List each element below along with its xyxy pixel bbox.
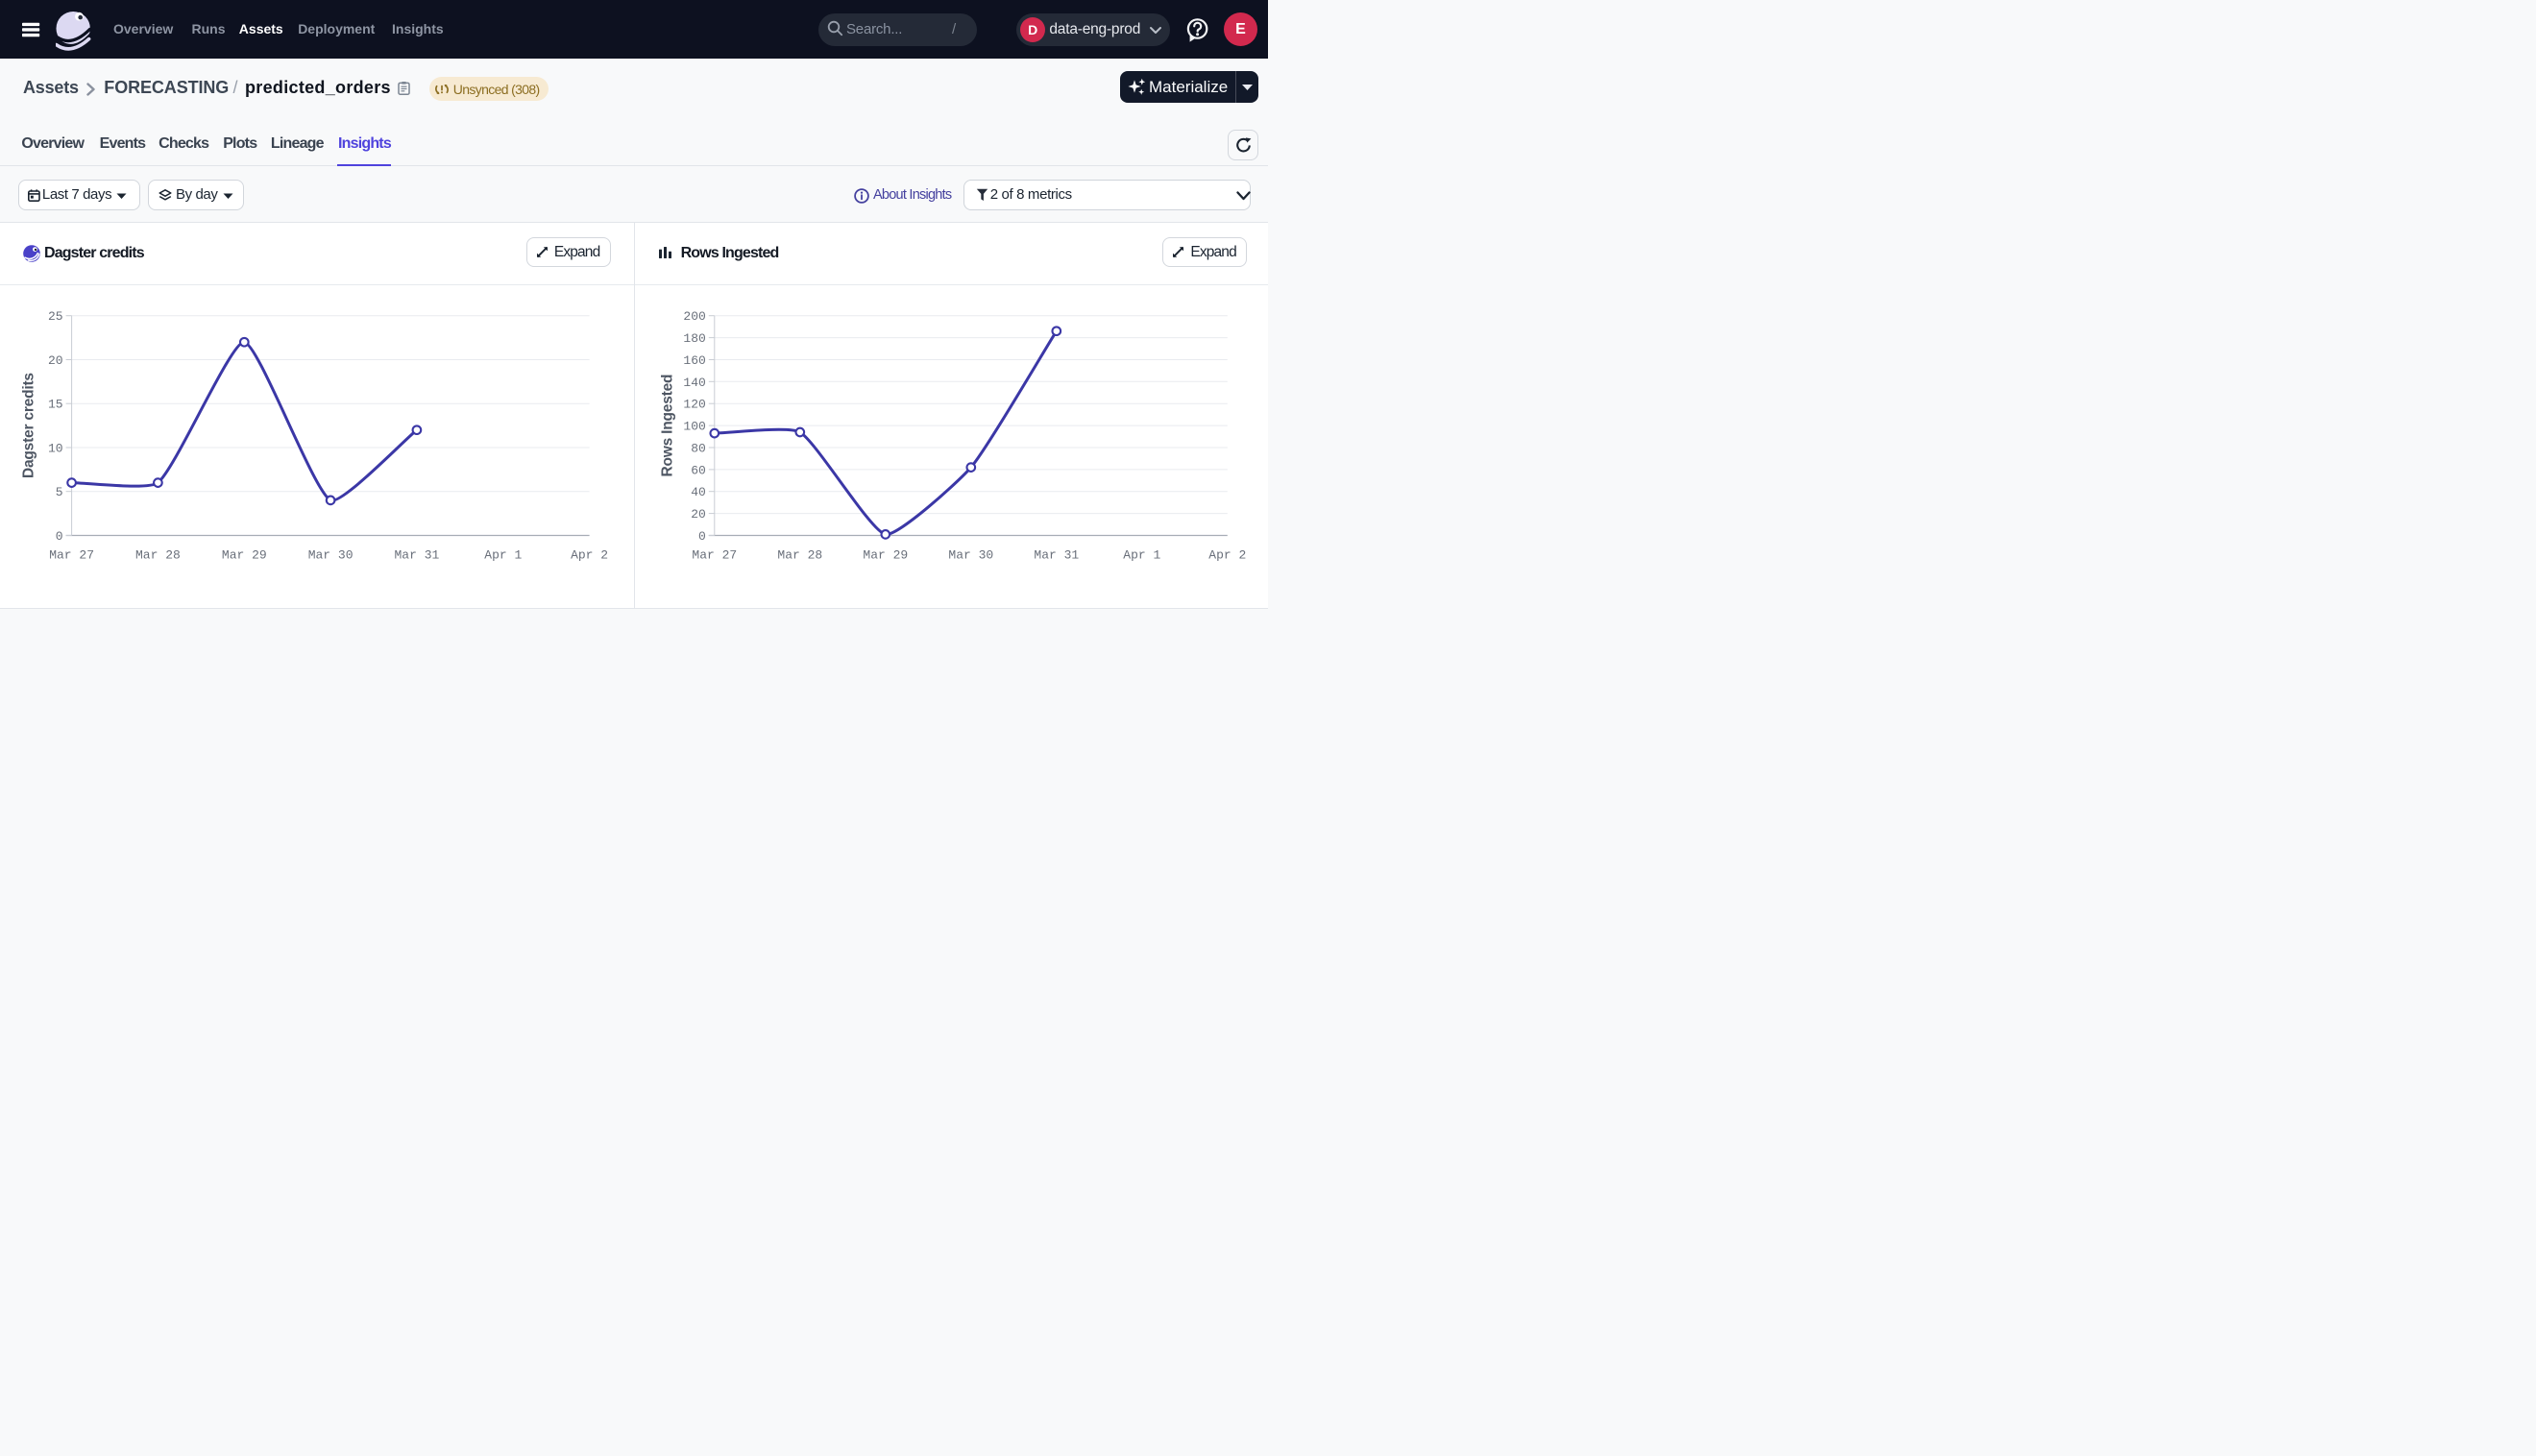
- svg-text:160: 160: [683, 353, 705, 368]
- svg-text:40: 40: [691, 485, 706, 499]
- svg-text:15: 15: [48, 398, 63, 412]
- svg-text:200: 200: [683, 309, 705, 324]
- svg-text:100: 100: [683, 420, 705, 434]
- svg-text:Mar 27: Mar 27: [692, 548, 737, 563]
- svg-text:0: 0: [698, 529, 706, 544]
- svg-text:Rows Ingested: Rows Ingested: [660, 375, 676, 477]
- svg-text:120: 120: [683, 398, 705, 412]
- svg-text:10: 10: [48, 442, 63, 456]
- svg-text:80: 80: [691, 442, 706, 456]
- svg-text:Mar 29: Mar 29: [222, 548, 267, 563]
- svg-text:Mar 28: Mar 28: [135, 548, 181, 563]
- svg-text:Apr 1: Apr 1: [484, 548, 522, 563]
- svg-text:20: 20: [691, 507, 706, 522]
- svg-text:Mar 30: Mar 30: [948, 548, 993, 563]
- svg-text:Mar 31: Mar 31: [394, 548, 439, 563]
- svg-text:20: 20: [48, 353, 63, 368]
- svg-text:140: 140: [683, 376, 705, 390]
- svg-text:Mar 31: Mar 31: [1034, 548, 1079, 563]
- svg-text:180: 180: [683, 331, 705, 346]
- svg-text:Apr 2: Apr 2: [1208, 548, 1246, 563]
- svg-text:25: 25: [48, 309, 63, 324]
- svg-text:60: 60: [691, 463, 706, 477]
- svg-text:Mar 30: Mar 30: [308, 548, 354, 563]
- svg-text:Mar 27: Mar 27: [49, 548, 94, 563]
- svg-text:Dagster credits: Dagster credits: [21, 373, 37, 478]
- svg-text:Apr 1: Apr 1: [1123, 548, 1160, 563]
- svg-text:Mar 28: Mar 28: [777, 548, 822, 563]
- svg-text:5: 5: [56, 485, 63, 499]
- svg-text:0: 0: [56, 529, 63, 544]
- svg-text:Apr 2: Apr 2: [571, 548, 608, 563]
- svg-text:Mar 29: Mar 29: [863, 548, 908, 563]
